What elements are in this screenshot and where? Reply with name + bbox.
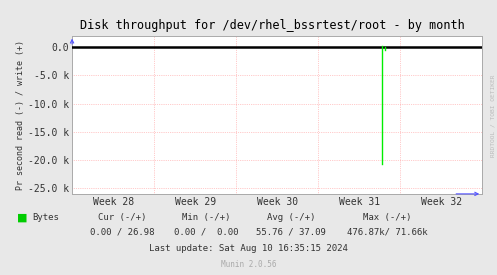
Y-axis label: Pr second read (-) / write (+): Pr second read (-) / write (+) (16, 40, 25, 190)
Text: Avg (-/+): Avg (-/+) (266, 213, 315, 222)
Text: 0.00 /  0.00: 0.00 / 0.00 (174, 228, 239, 237)
Text: Disk throughput for /dev/rhel_bssrtest/root - by month: Disk throughput for /dev/rhel_bssrtest/r… (81, 19, 465, 32)
Text: Bytes: Bytes (32, 213, 59, 222)
Text: Max (-/+): Max (-/+) (363, 213, 412, 222)
Text: ■: ■ (17, 212, 28, 222)
Text: Munin 2.0.56: Munin 2.0.56 (221, 260, 276, 269)
Text: 0.00 / 26.98: 0.00 / 26.98 (89, 228, 154, 237)
Text: 476.87k/ 71.66k: 476.87k/ 71.66k (347, 228, 428, 237)
Text: 55.76 / 37.09: 55.76 / 37.09 (256, 228, 326, 237)
Text: Cur (-/+): Cur (-/+) (97, 213, 146, 222)
Text: Last update: Sat Aug 10 16:35:15 2024: Last update: Sat Aug 10 16:35:15 2024 (149, 244, 348, 253)
Text: RRDTOOL / TOBI OETIKER: RRDTOOL / TOBI OETIKER (491, 74, 496, 157)
Text: Min (-/+): Min (-/+) (182, 213, 231, 222)
